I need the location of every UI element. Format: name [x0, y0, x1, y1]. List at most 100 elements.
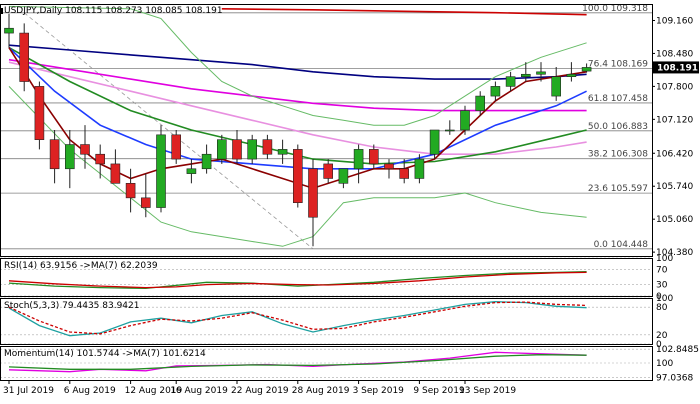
rsi-series	[8, 271, 587, 290]
symbol-timeframe: USDJPY,Daily	[4, 6, 65, 16]
bear-candle-body	[323, 163, 334, 179]
bull-candle-body	[566, 73, 577, 77]
candle[interactable]	[292, 144, 303, 208]
y-tick-label: 109.160	[656, 16, 693, 26]
candle[interactable]	[490, 81, 501, 101]
main-grid	[0, 12, 652, 250]
candle[interactable]	[323, 159, 334, 184]
chart-title: USDJPY,Daily 108.115 108.273 108.085 108…	[4, 6, 223, 16]
fib-level-label: 76.4 108.169	[588, 60, 648, 70]
candle[interactable]	[308, 159, 318, 247]
bear-candle-body	[80, 144, 90, 155]
bear-candle-body	[232, 139, 242, 160]
candle[interactable]	[353, 144, 364, 184]
y-tick-label: 107.120	[656, 115, 693, 125]
candle[interactable]	[232, 130, 242, 164]
candle[interactable]	[4, 13, 14, 48]
momentum-ma-line	[8, 354, 587, 370]
candle[interactable]	[262, 134, 273, 160]
y-tick-label: 0	[656, 340, 662, 350]
y-tick-label: 106.420	[656, 149, 693, 159]
sma-red-line	[221, 8, 587, 16]
sma-magenta-line	[8, 58, 587, 112]
ema-blue-line	[8, 47, 587, 170]
candle[interactable]	[566, 62, 577, 82]
bull-candle-body	[536, 71, 546, 75]
x-tick-label: 28 Aug 2019	[292, 386, 350, 396]
fib-level-label: 0.0 104.448	[594, 240, 649, 250]
bull-candle-body	[460, 110, 470, 131]
x-tick-label: 6 Aug 2019	[64, 386, 116, 396]
bear-candle-body	[95, 153, 105, 165]
y-tick-label: 30	[656, 281, 668, 291]
candle[interactable]	[217, 134, 227, 164]
candlesticks[interactable]	[4, 13, 592, 247]
bull-candle-body	[201, 153, 212, 170]
candle[interactable]	[460, 105, 470, 135]
main-labels: 100.0 109.318 76.4 108.169 61.8 107.458 50.…	[0, 4, 699, 258]
bull-candle-body	[156, 134, 166, 208]
bear-candle-body	[399, 168, 410, 179]
bear-candle-body	[125, 183, 136, 199]
candle[interactable]	[384, 159, 394, 179]
candle[interactable]	[475, 91, 486, 116]
candle[interactable]	[186, 159, 197, 184]
bear-candle-body	[308, 168, 318, 218]
bull-candle-body	[247, 139, 257, 160]
candle[interactable]	[277, 139, 288, 164]
stoch-d-line	[8, 301, 587, 335]
panel-frame	[0, 346, 653, 381]
candle[interactable]	[19, 23, 30, 92]
candle[interactable]	[201, 144, 212, 174]
candle[interactable]	[34, 81, 45, 150]
candle[interactable]	[505, 71, 516, 92]
bb-upper-line	[8, 5, 587, 126]
y-tick-label: 105.740	[656, 182, 693, 192]
candle[interactable]	[399, 159, 410, 184]
candle[interactable]	[49, 130, 60, 184]
stoch-series	[8, 301, 587, 337]
candle[interactable]	[95, 144, 105, 179]
candle[interactable]	[444, 120, 455, 135]
y-tick-label: 20	[656, 331, 668, 341]
candle[interactable]	[536, 62, 546, 82]
candle[interactable]	[414, 154, 425, 184]
candle[interactable]	[429, 129, 440, 160]
bull-candle-body	[414, 158, 425, 179]
last-price-box	[653, 61, 699, 74]
panel-frames	[0, 4, 653, 381]
x-tick-label: 31 Jul 2019	[3, 386, 54, 396]
candle[interactable]	[65, 130, 75, 189]
candle[interactable]	[581, 63, 592, 73]
momentum-title: Momentum(14) 101.5744 ->MA(7) 101.6214	[4, 349, 206, 359]
panel-frame	[0, 298, 653, 345]
stoch-k-line	[8, 301, 587, 337]
candle[interactable]	[520, 62, 531, 82]
rsi-ma-line	[8, 271, 587, 289]
candle[interactable]	[125, 168, 136, 213]
x-tick-label: 3 Sep 2019	[353, 386, 405, 396]
candle[interactable]	[338, 168, 349, 189]
bull-candle-body	[353, 149, 364, 170]
title-marker-icon	[0, 8, 3, 14]
fib-level-label: 100.0 109.318	[582, 4, 648, 14]
candle[interactable]	[551, 67, 562, 101]
y-tick-label: 97.0368	[656, 373, 693, 383]
y-tick-label: 104.380	[656, 248, 693, 258]
candle[interactable]	[80, 125, 90, 169]
rsi-title: RSI(14) 63.9156 ->MA(7) 62.2039	[4, 261, 158, 271]
candle[interactable]	[171, 130, 181, 164]
bull-candle-body	[520, 73, 531, 77]
bear-candle-body	[384, 163, 394, 170]
candle[interactable]	[141, 173, 151, 218]
y-tick-label: 102.8485	[656, 345, 699, 355]
candle[interactable]	[368, 144, 379, 169]
candle[interactable]	[156, 125, 166, 213]
candle[interactable]	[110, 149, 121, 184]
stoch-title: Stoch(5,3,3) 79.4435 83.9421	[4, 301, 139, 311]
candle[interactable]	[247, 134, 257, 164]
